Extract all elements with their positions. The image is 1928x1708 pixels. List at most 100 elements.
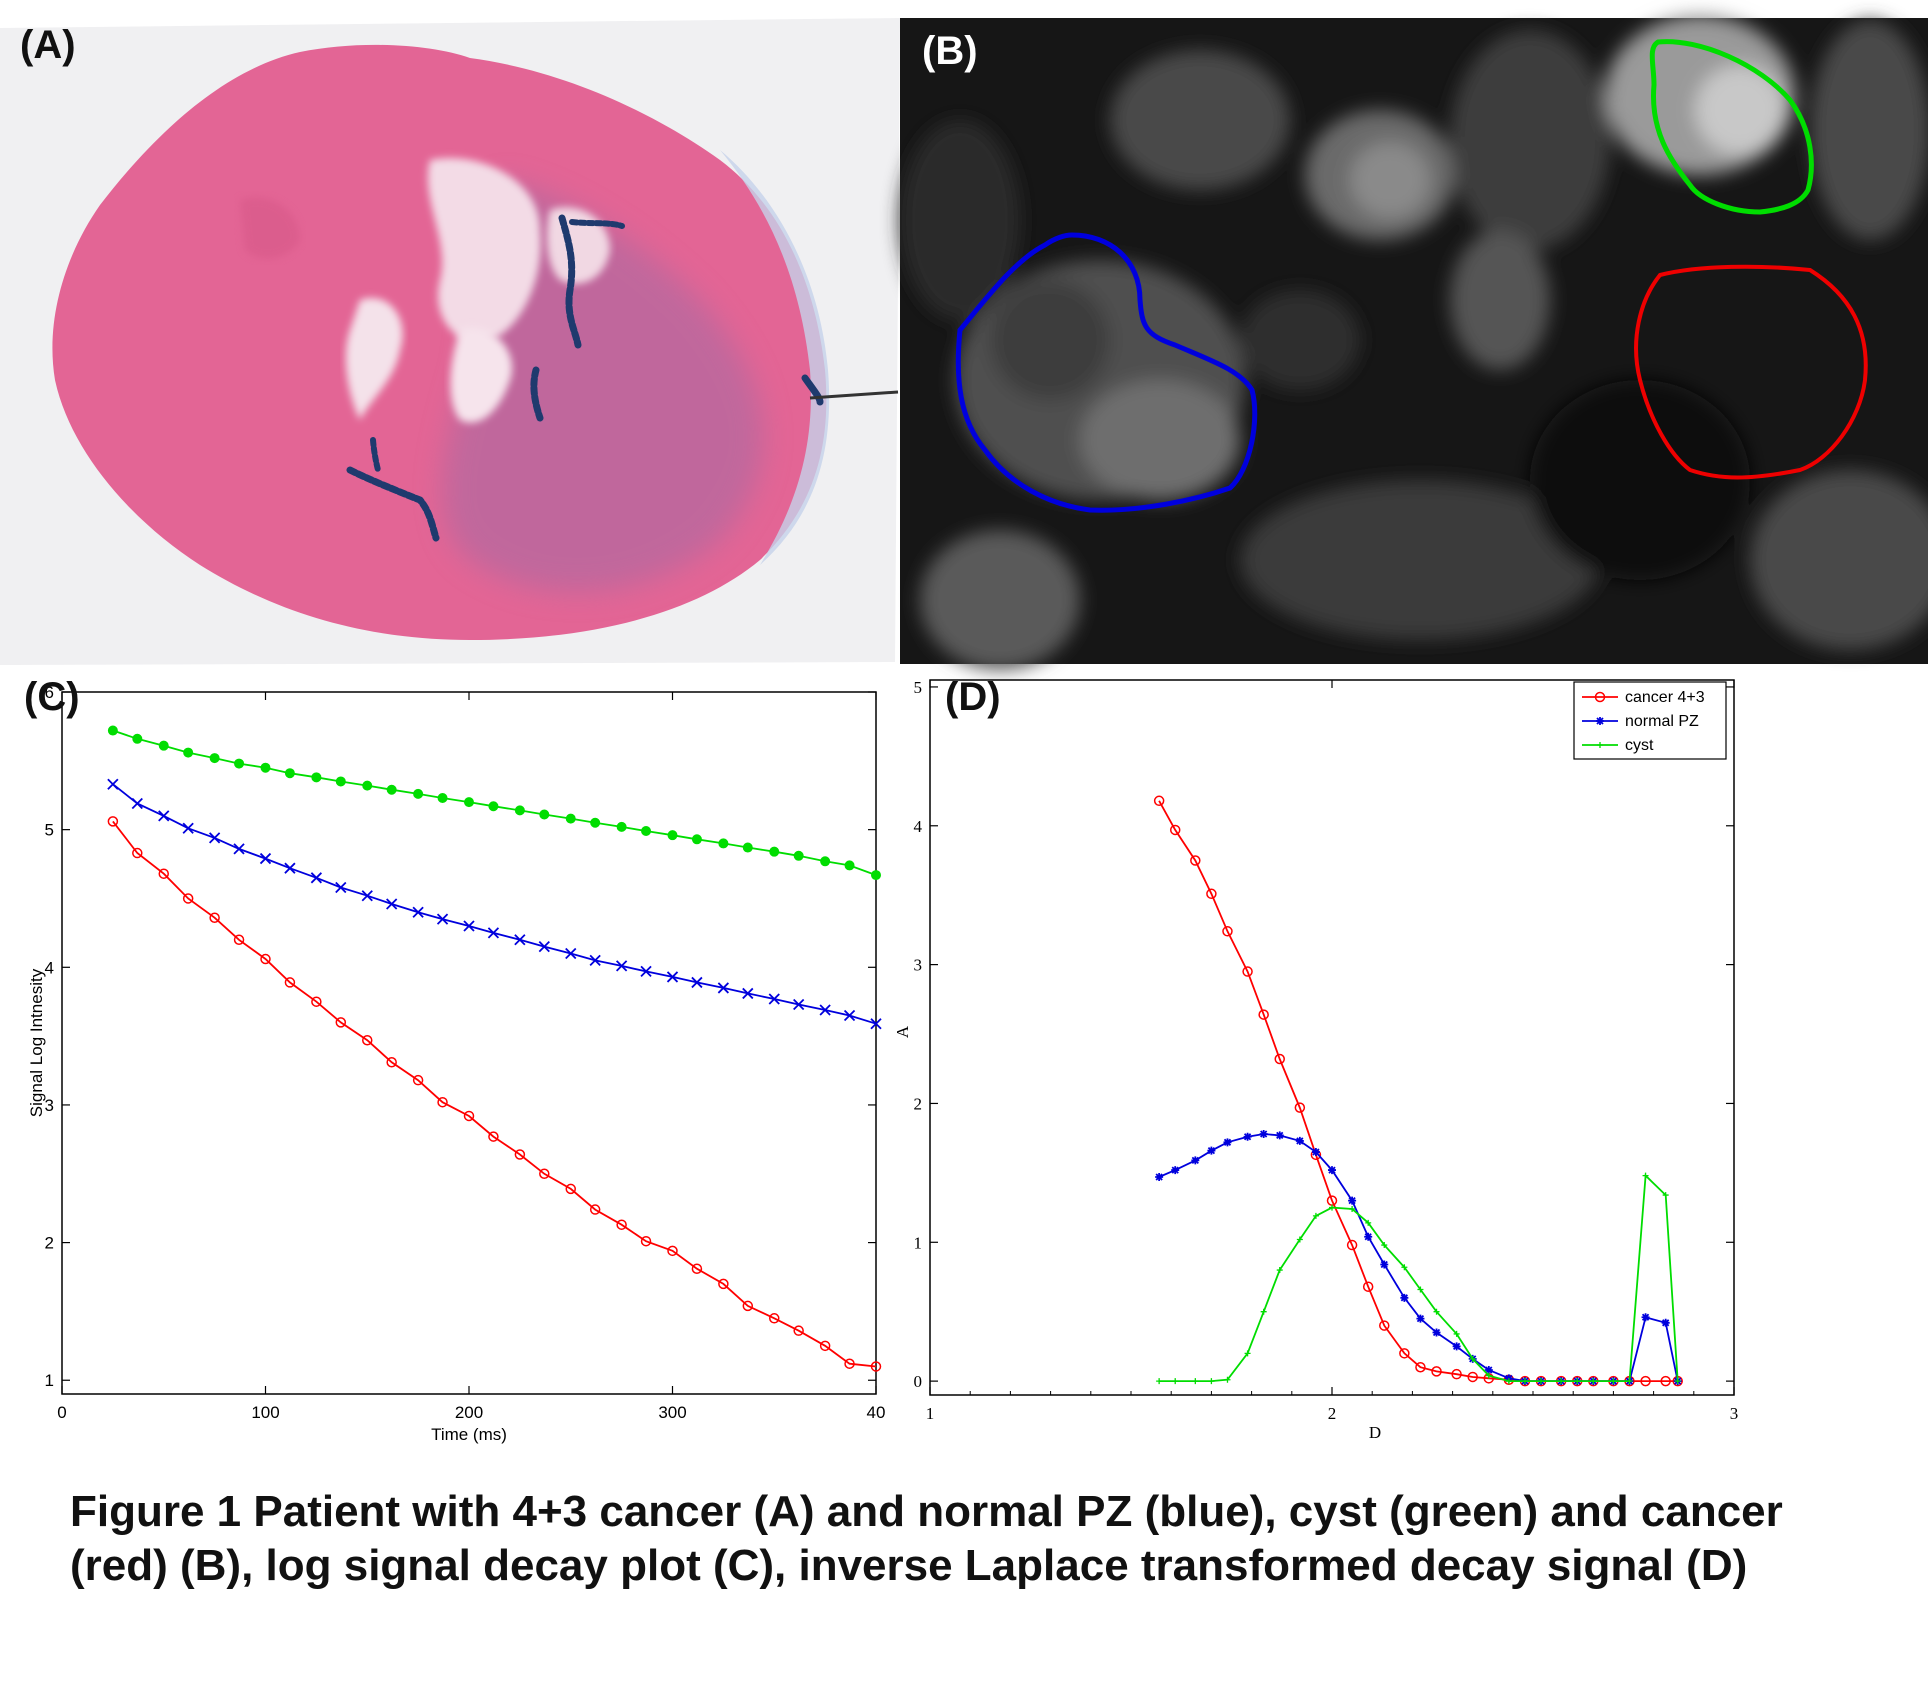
data-point (742, 842, 753, 853)
legend-label: normal PZ (1625, 713, 1699, 730)
data-point (1295, 1136, 1304, 1145)
data-point (1365, 1219, 1372, 1226)
data-point (539, 1168, 550, 1180)
data-point (514, 805, 525, 816)
data-point (1155, 1173, 1164, 1182)
data-point (1626, 1378, 1633, 1385)
data-point (1191, 1156, 1200, 1165)
y-tick-label: 5 (914, 678, 923, 697)
data-point (1328, 1166, 1336, 1175)
data-point (819, 1340, 831, 1352)
data-point (538, 941, 550, 953)
data-point (793, 998, 805, 1011)
panel-d-label: (D) (945, 675, 1001, 719)
data-point (1453, 1330, 1460, 1337)
data-point (870, 1018, 882, 1030)
y-tick-label: 1 (45, 1371, 54, 1390)
data-point (717, 982, 730, 994)
data-point (1260, 1308, 1267, 1315)
x-tick-label: 200 (455, 1403, 483, 1422)
data-point (182, 822, 194, 834)
data-point (182, 893, 194, 904)
data-point (565, 813, 576, 824)
mri-roi-cancer-red (1634, 264, 1868, 480)
data-point (1641, 1313, 1650, 1322)
data-point (1417, 1286, 1424, 1293)
data-point (1432, 1328, 1441, 1337)
data-point (311, 996, 322, 1007)
data-point (183, 747, 194, 758)
data-point (616, 1219, 627, 1230)
panel-c-chart: 0 100 200 300 40 1 2 3 4 5 6 Time (ms) Signal Log … (24, 675, 885, 1444)
mri-roi-cyst-green (1649, 39, 1814, 215)
data-point (565, 1183, 576, 1195)
data-point (1433, 1308, 1440, 1315)
data-point (667, 830, 678, 841)
data-point (539, 809, 550, 820)
data-point (1431, 1366, 1442, 1377)
data-point (386, 898, 398, 910)
data-point (718, 1278, 729, 1290)
data-point (1244, 1350, 1251, 1357)
data-point (1259, 1129, 1268, 1138)
y-tick-label: 6 (45, 683, 54, 702)
data-point (615, 960, 628, 972)
data-point (1485, 1372, 1492, 1379)
data-point (463, 920, 475, 932)
data-point (742, 1300, 754, 1312)
data-point (1222, 926, 1233, 937)
data-point (1640, 1375, 1651, 1387)
legend-label: cancer 4+3 (1625, 689, 1705, 706)
data-point (742, 987, 754, 1000)
chart-c-xlabel: Time (ms) (431, 1425, 507, 1444)
data-point (514, 1149, 526, 1160)
chart-d-ylabel: A (893, 1025, 912, 1038)
data-point (437, 1096, 448, 1108)
data-point (1484, 1366, 1493, 1375)
data-point (335, 776, 346, 787)
x-tick-label: 100 (251, 1403, 279, 1422)
data-point (1416, 1314, 1425, 1323)
data-point (413, 788, 424, 799)
data-point (362, 1034, 373, 1046)
y-tick-label: 4 (914, 817, 923, 836)
data-point (870, 1361, 882, 1372)
x-tick-label: 2 (1328, 1404, 1337, 1423)
figure-caption: Figure 1 Patient with 4+3 cancer (A) and… (70, 1487, 1783, 1590)
data-point (463, 1110, 475, 1122)
data-point (1346, 1239, 1358, 1251)
data-point (208, 832, 221, 844)
data-point (1452, 1342, 1461, 1351)
panel-c-label: (C) (24, 675, 80, 719)
data-point (640, 1235, 652, 1247)
data-point (793, 1325, 804, 1336)
data-point (667, 1245, 678, 1257)
data-point (844, 1358, 855, 1369)
data-point (209, 912, 220, 923)
data-point (871, 870, 881, 881)
data-point (590, 817, 601, 828)
data-point (843, 1009, 856, 1022)
data-point (844, 860, 855, 871)
legend-marker (1597, 742, 1603, 748)
data-point (589, 954, 601, 967)
legend-label: cyst (1625, 737, 1654, 754)
data-point (1192, 1378, 1199, 1385)
data-point (1223, 1138, 1232, 1147)
data-point (1538, 1378, 1545, 1385)
y-tick-label: 3 (45, 1096, 54, 1115)
data-point (233, 934, 245, 946)
data-point (718, 838, 729, 849)
data-point (1348, 1196, 1357, 1205)
data-point (158, 740, 169, 751)
data-point (132, 733, 143, 744)
data-point (107, 816, 119, 827)
data-point (1415, 1361, 1426, 1373)
data-point (260, 762, 271, 773)
panel-a-label: (A) (20, 23, 76, 67)
data-point (310, 872, 323, 884)
data-point (1312, 1212, 1319, 1219)
data-point (1206, 888, 1217, 900)
data-point (335, 1017, 347, 1028)
data-point (1208, 1378, 1215, 1385)
